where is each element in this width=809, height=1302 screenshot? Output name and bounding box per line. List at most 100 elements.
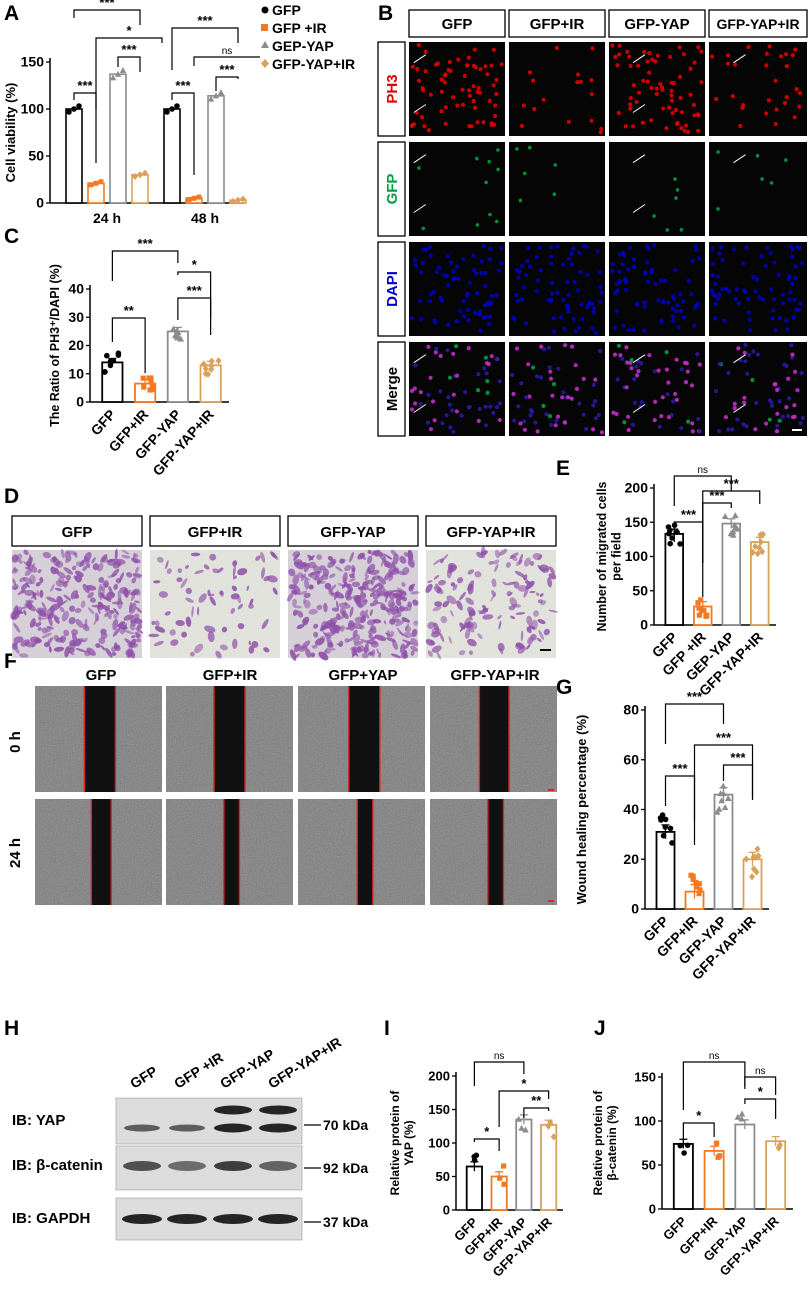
b-cell-dot <box>645 79 650 84</box>
b-cell-dot <box>571 316 576 322</box>
d-cell <box>387 612 393 615</box>
b-cell-dot <box>790 281 795 286</box>
d-cell <box>502 581 508 586</box>
d-cell <box>339 558 346 564</box>
b-cell-dot <box>473 105 478 110</box>
b-cell-dot <box>733 62 738 67</box>
b-cell-dot <box>679 227 684 232</box>
b-cell-dot <box>620 262 625 267</box>
d-cell <box>207 589 211 597</box>
b-cell-dot <box>576 288 581 293</box>
d-cell <box>427 621 435 629</box>
data-point <box>522 1126 529 1133</box>
data-point <box>235 196 241 204</box>
d-cell <box>100 632 108 640</box>
b-cell-dot <box>410 64 415 69</box>
data-point <box>137 171 143 179</box>
d-cell <box>523 557 531 567</box>
panel-letter-g: G <box>556 676 572 699</box>
b-cell-dot <box>652 369 657 374</box>
b-cell-dot <box>713 389 719 394</box>
d-cell <box>29 618 36 628</box>
b-cell-dot <box>409 388 415 393</box>
d-cell <box>84 650 91 657</box>
d-cell <box>204 625 216 633</box>
d-cell <box>175 619 185 627</box>
b-cell-dot <box>733 296 738 302</box>
b-cell-dot <box>592 399 598 404</box>
b-cell-dot <box>732 401 737 406</box>
h-band <box>259 1123 297 1133</box>
data-point <box>677 1142 684 1149</box>
b-cell-dot <box>516 404 521 409</box>
d-cell <box>359 553 367 560</box>
b-cell-dot <box>636 63 641 68</box>
d-cell <box>237 623 245 630</box>
b-cell-dot <box>578 79 583 84</box>
d-cell <box>115 645 121 652</box>
b-cell-dot <box>494 219 499 224</box>
b-cell-dot <box>451 429 456 434</box>
b-cell-dot <box>438 389 443 394</box>
d-cell <box>536 637 542 642</box>
d-cell <box>372 618 382 624</box>
data-point <box>667 540 673 547</box>
d-col-label-4: GFP-YAP+IR <box>446 524 535 541</box>
d-cell <box>25 599 34 604</box>
d-cell <box>374 634 387 641</box>
d-col-label-1: GFP <box>62 524 93 541</box>
data-point <box>674 529 680 535</box>
b-cell-dot <box>556 366 561 371</box>
b-cell-dot <box>626 267 631 272</box>
h-band <box>168 1161 206 1171</box>
x-tick-label: 48 h <box>191 210 219 226</box>
b-cell-dot <box>682 315 687 320</box>
d-cell <box>232 638 238 649</box>
b-cell-dot <box>445 254 450 259</box>
d-cell <box>375 602 384 605</box>
sig-bracket <box>95 37 163 110</box>
b-cell-dot <box>767 417 772 422</box>
b-cell-dot <box>473 310 478 315</box>
d-cell <box>353 641 364 646</box>
data-point <box>690 876 696 882</box>
b-cell-dot <box>548 369 553 374</box>
d-cell <box>55 560 64 568</box>
d-cell <box>185 616 192 627</box>
d-cell <box>547 577 553 588</box>
d-cell <box>12 578 17 586</box>
d-cell <box>13 636 24 644</box>
d-cell <box>79 559 85 568</box>
b-cell-dot <box>488 212 492 217</box>
b-cell-dot <box>642 49 647 55</box>
d-cell <box>303 599 311 609</box>
b-cell-dot <box>623 278 628 283</box>
d-cell <box>260 551 266 563</box>
y-tick-label: 30 <box>68 309 84 325</box>
d-cell <box>303 592 311 599</box>
d-cell <box>515 643 522 650</box>
d-cell <box>35 622 42 627</box>
b-cell-dot <box>481 315 486 320</box>
d-cell <box>170 639 179 646</box>
data-point <box>196 194 202 200</box>
b-cell-dot <box>420 86 425 91</box>
b-cell-dot <box>675 303 680 308</box>
b-cell-dot <box>569 251 574 257</box>
d-cell <box>34 638 42 643</box>
d-cell <box>387 556 393 560</box>
d-cell <box>392 639 398 650</box>
d-cell <box>64 558 69 563</box>
data-point <box>545 1122 552 1130</box>
d-cell <box>75 618 84 628</box>
d-cell <box>80 600 86 608</box>
d-cell <box>17 589 25 596</box>
b-cell-dot <box>526 246 531 251</box>
b-image-r3-c2 <box>509 242 605 336</box>
d-cell <box>91 557 96 564</box>
b-cell-dot <box>432 320 437 325</box>
b-cell-dot <box>589 92 594 97</box>
b-cell-dot <box>628 63 633 69</box>
d-image-3 <box>286 549 420 661</box>
f-image-grid <box>35 686 557 905</box>
